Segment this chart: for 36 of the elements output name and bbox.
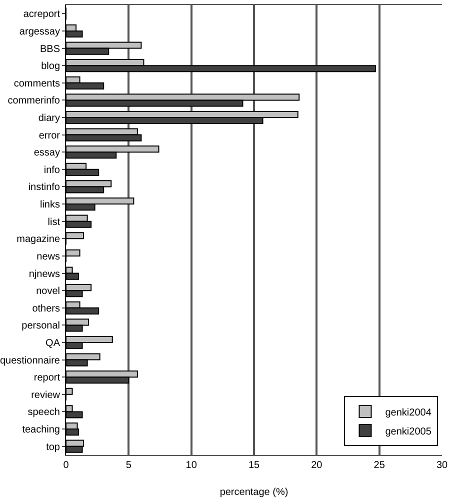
y-tick-label: blog (41, 61, 60, 72)
y-tick-label: diary (38, 113, 60, 124)
y-tick-label: speech (28, 407, 60, 418)
y-tick-label: teaching (22, 424, 60, 436)
y-tick-label: argessay (19, 26, 60, 38)
x-tick-label: 25 (374, 460, 386, 471)
y-tick-label: commerinfo (8, 96, 60, 107)
y-tick-label: top (46, 442, 60, 453)
y-tick-label: QA (46, 338, 60, 349)
x-tick-label: 30 (436, 460, 448, 471)
y-tick-label: questionnaire (0, 355, 60, 366)
x-tick-label: 0 (63, 460, 70, 471)
y-tick-label: list (48, 216, 60, 228)
y-tick-label: others (32, 303, 60, 314)
y-tick-label: BBS (40, 44, 60, 55)
x-axis-title: percentage (%) (220, 487, 288, 498)
x-tick-label: 15 (248, 460, 260, 471)
y-tick-label: njnews (28, 268, 60, 280)
y-tick-label: comments (14, 78, 60, 90)
y-tick-label: links (40, 200, 60, 211)
y-tick-label: personal (22, 320, 60, 332)
y-tick-label: essay (34, 148, 60, 159)
y-tick-label: magazine (16, 234, 60, 246)
y-tick-label: novel (36, 286, 60, 298)
x-tick-label: 20 (311, 460, 323, 471)
y-tick-label: info (44, 164, 60, 176)
y-tick-label: acreport (23, 9, 60, 20)
y-tick-label: news (36, 251, 60, 262)
legend-label: genki2004 (385, 407, 432, 418)
y-tick-label: error (38, 130, 61, 142)
x-tick-label: 5 (126, 460, 132, 471)
y-tick-label: instinfo (28, 182, 60, 194)
x-tick-label: 10 (186, 460, 198, 471)
y-tick-label: review (31, 390, 61, 401)
y-tick-label: report (34, 372, 60, 384)
legend-label: genki2005 (385, 426, 432, 438)
